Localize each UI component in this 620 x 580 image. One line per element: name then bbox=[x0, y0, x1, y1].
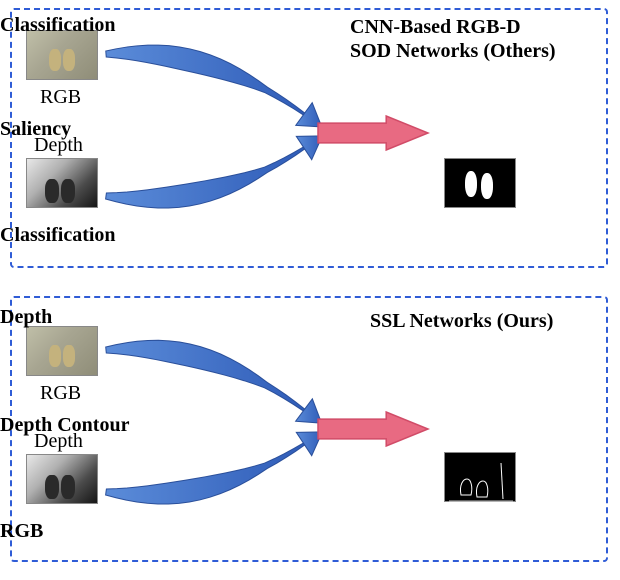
arrows-layer bbox=[0, 0, 620, 580]
